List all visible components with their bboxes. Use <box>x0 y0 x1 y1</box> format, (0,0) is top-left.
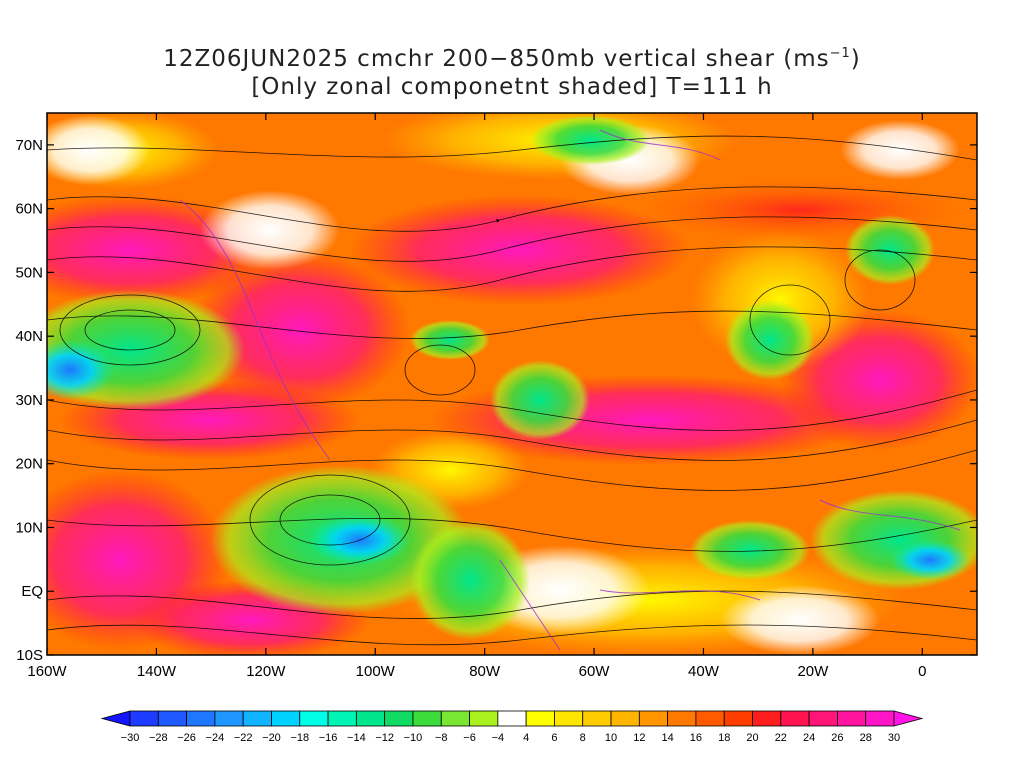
colorbar-swatch <box>582 710 612 727</box>
title-main: 12Z06JUN2025 cmchr 200−850mb vertical sh… <box>163 46 830 72</box>
colorbar-label: 8 <box>580 732 586 744</box>
colorbar-label: −28 <box>149 732 168 744</box>
colorbar-label: 26 <box>831 732 843 744</box>
map-frame <box>46 112 978 656</box>
colorbar-label: −14 <box>347 732 366 744</box>
colorbar-label: −22 <box>234 732 253 744</box>
colorbar-label: 16 <box>690 732 702 744</box>
colorbar-swatch <box>667 710 697 727</box>
lat-label: 30N <box>15 392 43 409</box>
colorbar-label: 14 <box>662 732 674 744</box>
colorbar-swatch <box>808 710 838 727</box>
lat-label: 60N <box>15 201 43 218</box>
axis-ticks <box>46 113 977 656</box>
colorbar-label: −30 <box>121 732 140 744</box>
colorbar-label: 12 <box>633 732 645 744</box>
colorbar-label: 20 <box>746 732 758 744</box>
colorbar-swatch <box>525 710 555 727</box>
lon-label: 140W <box>137 663 177 680</box>
colorbar-swatch <box>242 710 272 727</box>
colorbar-swatch <box>384 710 414 727</box>
colorbar-label: −10 <box>404 732 423 744</box>
colorbar-swatch <box>723 710 753 727</box>
colorbar-swatch <box>554 710 584 727</box>
colorbar-swatch <box>638 710 669 727</box>
lon-label: 60W <box>579 663 611 680</box>
colorbar-label: 28 <box>860 732 872 744</box>
title-unit-exponent: −1 <box>829 46 851 61</box>
terrain-contours <box>179 129 961 651</box>
colorbar-label: −26 <box>177 732 196 744</box>
shaded-field <box>47 113 977 655</box>
colorbar-label: −4 <box>492 732 505 744</box>
colorbar-label: −16 <box>319 732 338 744</box>
lon-label: 0 <box>918 663 926 680</box>
colorbar-label: 4 <box>523 732 529 744</box>
lon-label: 100W <box>356 663 396 680</box>
colorbar-label: −24 <box>206 732 225 744</box>
colorbar-label: 6 <box>551 732 557 744</box>
colorbar-swatch <box>412 710 442 727</box>
title-line-2: [Only zonal componetnt shaded] T=111 h <box>251 74 773 100</box>
colorbar-swatch <box>440 710 470 727</box>
lat-label: 70N <box>15 137 43 154</box>
colorbar-swatch <box>157 710 187 727</box>
lat-label: EQ <box>21 583 43 600</box>
lat-label: 10N <box>15 519 43 536</box>
title-line-1: 12Z06JUN2025 cmchr 200−850mb vertical sh… <box>0 46 1024 72</box>
colorbar-label: −20 <box>262 732 281 744</box>
colorbar-swatch <box>299 710 329 727</box>
colorbar-swatch <box>837 710 867 727</box>
colorbar-label: 22 <box>775 732 787 744</box>
colorbar: −30 −28 −26 −24 −22 −20 −18 −16 −14 −12 −10 −8 −6 −4 4… <box>100 710 924 744</box>
colorbar-swatch <box>271 710 301 727</box>
lat-label: 10S <box>16 647 43 664</box>
lat-label: 40N <box>15 328 43 345</box>
colorbar-label: 24 <box>803 732 815 744</box>
colorbar-swatch <box>355 710 386 727</box>
lon-label: 40W <box>688 663 720 680</box>
colorbar-swatch <box>469 710 499 727</box>
lon-label: 20W <box>797 663 829 680</box>
colorbar-swatch <box>129 710 159 727</box>
colorbar-swatch <box>695 710 725 727</box>
colorbar-label: 18 <box>718 732 730 744</box>
lon-label: 120W <box>246 663 286 680</box>
title-close: ) <box>850 46 861 72</box>
colorbar-swatch <box>497 710 527 727</box>
colorbar-label: −18 <box>290 732 309 744</box>
colorbar-low-arrow <box>100 710 131 727</box>
colorbar-swatch <box>752 710 782 727</box>
colorbar-swatch <box>865 710 895 727</box>
colorbar-swatch <box>214 710 244 727</box>
lon-label: 80W <box>469 663 501 680</box>
colorbar-swatch <box>780 710 810 727</box>
lon-label: 160W <box>27 663 67 680</box>
colorbar-label: −8 <box>435 732 448 744</box>
colorbar-label: −6 <box>463 732 476 744</box>
streamlines <box>47 135 977 646</box>
colorbar-label: −12 <box>375 732 394 744</box>
lat-label: 50N <box>15 264 43 281</box>
colorbar-high-arrow <box>893 710 924 727</box>
colorbar-swatch <box>186 710 216 727</box>
colorbar-swatch <box>327 710 357 727</box>
colorbar-swatch <box>610 710 640 727</box>
colorbar-label: 10 <box>605 732 617 744</box>
colorbar-label: 30 <box>888 732 900 744</box>
lat-label: 20N <box>15 456 43 473</box>
